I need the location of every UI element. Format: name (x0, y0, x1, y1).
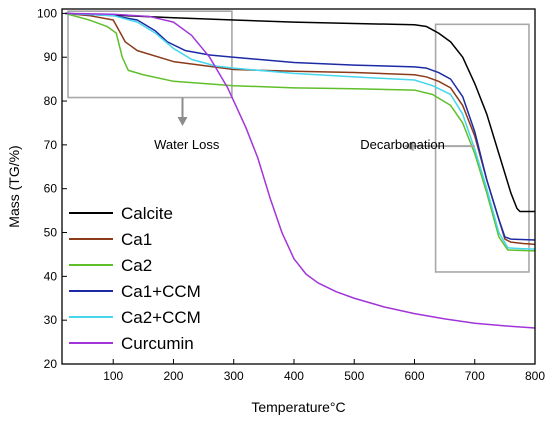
plot-frame (61, 8, 536, 365)
y-axis: 20 30 40 50 60 70 80 90 100 (37, 6, 67, 371)
x-tick-label: 300 (224, 369, 244, 383)
legend-label: Ca1 (121, 230, 152, 249)
y-tick-label: 50 (44, 226, 58, 240)
legend: Calcite Ca1 Ca2 Ca1+CCM Ca2+CCM Curcumin (69, 204, 201, 353)
annotations: Water Loss Decarbonation (154, 97, 475, 152)
x-tick-label: 800 (525, 369, 545, 383)
legend-label: Ca2+CCM (121, 308, 201, 327)
legend-label: Ca2 (121, 256, 152, 275)
annotation-label: Water Loss (154, 137, 220, 152)
series-line-ca2-ccm (64, 12, 536, 250)
y-tick-label: 20 (44, 357, 58, 371)
x-tick-label: 100 (103, 369, 123, 383)
x-tick-label: 700 (465, 369, 485, 383)
y-tick-label: 60 (44, 182, 58, 196)
arrow-head (177, 117, 188, 127)
x-tick-label: 600 (404, 369, 424, 383)
x-tick-label: 500 (344, 369, 364, 383)
y-tick-label: 90 (44, 50, 58, 64)
y-axis-label: Mass (TG/%) (6, 145, 22, 227)
series-line-ca1-ccm (64, 12, 536, 241)
series-line-calcite (64, 12, 535, 213)
y-tick-label: 30 (44, 313, 58, 327)
annotation-box (67, 10, 233, 99)
y-tick-label: 100 (37, 6, 57, 20)
series-line-curcumin (64, 12, 536, 329)
annotation-label: Decarbonation (360, 137, 445, 152)
series-line-ca2 (64, 12, 536, 252)
x-axis: 100 200 300 400 500 600 700 800 (103, 359, 545, 383)
annotation-box (434, 23, 530, 273)
series-layer (64, 12, 536, 329)
y-tick-label: 80 (44, 94, 58, 108)
annotation-boxes (67, 10, 530, 273)
legend-label: Curcumin (121, 334, 194, 353)
y-tick-label: 70 (44, 138, 58, 152)
x-tick-label: 200 (163, 369, 183, 383)
arrow-head (403, 141, 414, 152)
x-tick-label: 400 (284, 369, 304, 383)
legend-label: Calcite (121, 204, 173, 223)
x-axis-label: Temperature°C (251, 399, 345, 415)
y-tick-label: 40 (44, 269, 58, 283)
legend-label: Ca1+CCM (121, 282, 201, 301)
